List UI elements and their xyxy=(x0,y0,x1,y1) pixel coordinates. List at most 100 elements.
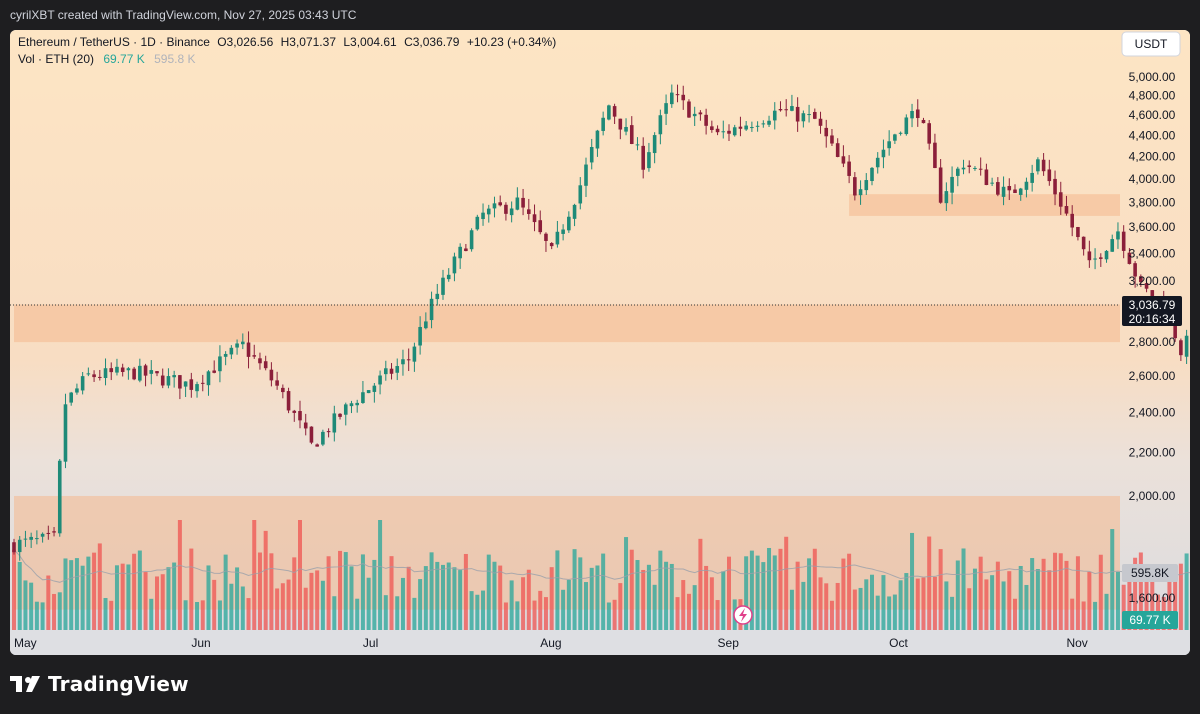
volume-bar xyxy=(538,590,543,630)
volume-bar xyxy=(652,584,657,630)
volume-bar xyxy=(686,593,691,630)
candle-body xyxy=(681,94,686,101)
candle xyxy=(361,381,365,404)
volume-bar xyxy=(864,579,869,630)
volume-bar xyxy=(961,548,966,630)
candle xyxy=(241,333,245,350)
candle-body xyxy=(795,106,800,122)
volume-bar xyxy=(298,520,302,630)
volume-bar xyxy=(469,591,474,630)
candle-body xyxy=(338,413,342,417)
candle xyxy=(629,116,634,145)
volume-bar xyxy=(23,580,28,630)
candle-body xyxy=(830,135,834,144)
volume-bar xyxy=(40,602,45,630)
volume-bar xyxy=(343,552,348,630)
volume-bar xyxy=(526,569,531,630)
candle xyxy=(658,109,663,145)
candle xyxy=(486,204,491,223)
candle-body xyxy=(624,126,628,132)
volume-bar xyxy=(498,565,503,630)
candle-body xyxy=(887,141,891,149)
candle xyxy=(681,85,686,110)
volume-bar xyxy=(1070,598,1075,630)
volume-bar xyxy=(389,556,394,630)
candle xyxy=(881,139,886,169)
candle xyxy=(69,391,73,406)
candle xyxy=(921,117,926,124)
volume-bar xyxy=(715,600,720,630)
volume-bar xyxy=(206,565,211,630)
volume-bar xyxy=(1075,556,1080,630)
candle xyxy=(92,370,96,382)
currency-button[interactable]: USDT xyxy=(1121,31,1181,57)
candle-body xyxy=(692,113,697,117)
tradingview-logo[interactable]: TradingView xyxy=(10,672,189,696)
candle-body xyxy=(98,376,102,378)
volume-bar xyxy=(257,552,262,630)
volume-bar xyxy=(595,565,600,630)
candle xyxy=(395,358,400,381)
candle-body xyxy=(652,135,657,154)
candle-body xyxy=(1007,186,1012,191)
volume-bar xyxy=(584,582,588,630)
volume-bar xyxy=(1144,575,1149,630)
volume-bar xyxy=(950,596,955,630)
candle xyxy=(784,99,788,117)
candle-body xyxy=(1041,159,1046,172)
candle xyxy=(200,374,205,392)
candle xyxy=(1127,248,1132,265)
candle xyxy=(544,232,548,252)
price-axis[interactable]: 5,000.00 4,800.00 4,600.00 4,400.00 4,200.00… xyxy=(1129,70,1176,605)
candle-body xyxy=(967,165,972,167)
volume-bar xyxy=(555,550,560,630)
volume-bar xyxy=(915,578,920,630)
candle xyxy=(120,363,125,377)
candle xyxy=(406,348,411,372)
candle-body xyxy=(670,92,674,105)
candle-body xyxy=(984,169,989,186)
candle-body xyxy=(446,274,451,280)
candle xyxy=(1001,176,1006,206)
candle-body xyxy=(378,375,382,385)
volume-bar xyxy=(1178,563,1183,630)
volume-bar xyxy=(418,579,423,630)
svg-text:Ethereum / TetherUS · 1D · Bin: Ethereum / TetherUS · 1D · Binance O3,02… xyxy=(18,35,556,49)
lightning-icon[interactable] xyxy=(733,605,753,625)
volume-bar xyxy=(772,555,777,630)
candle xyxy=(458,243,462,269)
candle-body xyxy=(406,359,411,361)
candle-body xyxy=(538,220,543,233)
time-tick-label: Nov xyxy=(1066,636,1087,650)
candle xyxy=(372,383,377,403)
candle-body xyxy=(115,366,119,373)
candle-body xyxy=(847,161,851,176)
candle xyxy=(172,370,176,388)
candle xyxy=(795,97,800,132)
volume-bar xyxy=(624,537,629,630)
candle xyxy=(366,390,371,394)
price-tick-label: 4,400.00 xyxy=(1129,128,1176,142)
volume-bar xyxy=(938,549,943,630)
candle-body xyxy=(589,147,594,163)
price-chart[interactable]: 5,000.00 4,800.00 4,600.00 4,400.00 4,200.00… xyxy=(10,30,1190,655)
volume-bar xyxy=(217,600,222,630)
candle xyxy=(206,370,211,396)
candle xyxy=(109,362,114,381)
candle xyxy=(1179,338,1183,362)
volume-bar xyxy=(463,553,468,630)
candle xyxy=(578,177,583,210)
volume-bar xyxy=(784,536,789,630)
candle-body xyxy=(372,385,377,392)
candle-body xyxy=(298,411,302,421)
candle xyxy=(23,530,28,547)
candle-body xyxy=(744,125,748,130)
volume-bar xyxy=(1007,571,1012,630)
candle xyxy=(235,339,239,355)
candle xyxy=(1024,177,1029,198)
time-axis[interactable]: MayJunJulAugSepOctNovDec2026FebMar xyxy=(14,636,1190,650)
candle-body xyxy=(75,388,79,393)
volume-bar xyxy=(441,564,445,630)
chart-frame[interactable]: 5,000.00 4,800.00 4,600.00 4,400.00 4,200.00… xyxy=(10,30,1190,655)
candle xyxy=(618,118,623,140)
